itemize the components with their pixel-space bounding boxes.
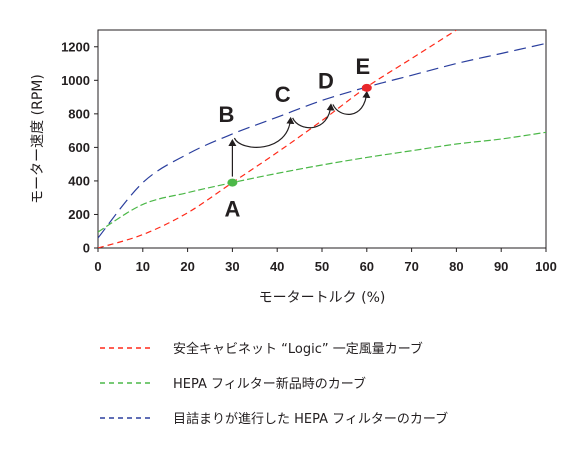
point-label: D	[318, 68, 334, 93]
y-tick-label: 400	[68, 173, 90, 188]
y-tick-label: 1200	[61, 39, 90, 54]
series-layer	[98, 30, 546, 248]
y-tick-label: 600	[68, 140, 90, 155]
operating-point-marker	[361, 83, 372, 92]
x-axis-ticks: 0 10 20 30 40 50 60 70 80 90 100	[94, 248, 557, 274]
x-tick-label: 20	[180, 259, 194, 274]
operating-steps	[228, 90, 371, 177]
plot-area	[97, 29, 547, 249]
legend-label: HEPA フィルター新品時のカーブ	[173, 376, 366, 392]
point-label: E	[355, 54, 370, 79]
x-tick-label: 80	[449, 259, 463, 274]
series-line	[98, 30, 457, 248]
operating-points: A B C DE	[218, 54, 372, 222]
x-tick-label: 70	[404, 259, 418, 274]
point-label: A	[224, 197, 240, 222]
y-tick-label: 800	[68, 106, 90, 121]
x-tick-label: 90	[494, 259, 508, 274]
x-tick-label: 10	[136, 259, 150, 274]
series-line	[98, 131, 546, 233]
step-arrow	[233, 116, 295, 148]
x-tick-label: 40	[270, 259, 284, 274]
y-tick-label: 200	[68, 207, 90, 222]
x-axis-label: モータートルク (%)	[259, 290, 386, 306]
step-arrow	[332, 90, 371, 115]
legend-label: 安全キャビネット “Logic” 一定風量カーブ	[173, 341, 423, 357]
x-tick-label: 60	[360, 259, 374, 274]
x-tick-label: 30	[225, 259, 239, 274]
y-axis-ticks: 0 200 400 600 800 1000 1200	[61, 39, 98, 256]
legend: 安全キャビネット “Logic” 一定風量カーブ HEPA フィルター新品時のカー…	[100, 341, 448, 427]
plot-frame	[97, 29, 547, 249]
series-line	[98, 42, 546, 239]
x-tick-label: 100	[535, 259, 557, 274]
point-label: C	[275, 82, 291, 107]
point-label: B	[218, 102, 234, 127]
step-arrow	[292, 103, 335, 129]
operating-point-marker	[227, 178, 238, 187]
y-axis-label: モーター速度 (RPM)	[30, 74, 46, 204]
y-tick-label: 0	[83, 241, 90, 256]
x-tick-label: 0	[94, 259, 101, 274]
legend-label: 目詰まりが進行した HEPA フィルターのカーブ	[173, 411, 448, 427]
y-tick-label: 1000	[61, 73, 90, 88]
x-tick-label: 50	[315, 259, 329, 274]
